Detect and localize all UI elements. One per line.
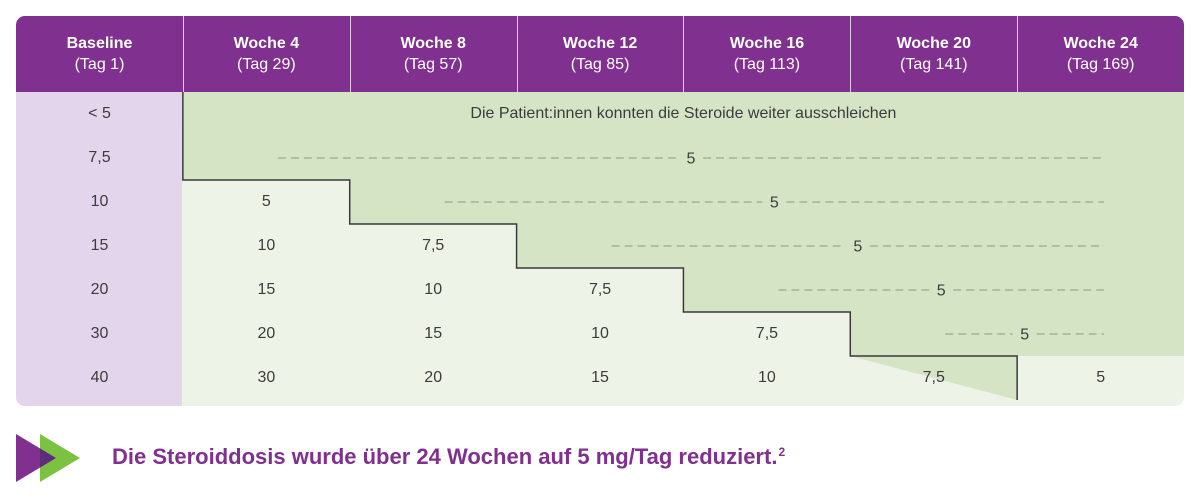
header-subtitle: (Tag 141) xyxy=(899,56,968,73)
maintenance-dose-label: 5 xyxy=(937,283,946,300)
header-divider xyxy=(850,16,851,92)
baseline-dose-cell: 30 xyxy=(90,325,109,342)
header-cell: Woche 16 (Tag 113) xyxy=(683,16,850,92)
dose-cell: 7,5 xyxy=(755,325,779,342)
summary-footer: Die Steroiddosis wurde über 24 Wochen au… xyxy=(16,432,1184,484)
baseline-column xyxy=(16,92,182,406)
maintenance-dose-label: 5 xyxy=(853,239,862,256)
header-cell: Woche 4 (Tag 29) xyxy=(183,16,350,92)
header-cell: Woche 24 (Tag 169) xyxy=(1017,16,1184,92)
header-divider xyxy=(1017,16,1018,92)
header-subtitle: (Tag 113) xyxy=(733,56,801,73)
summary-text-main: Die Steroiddosis wurde über 24 Wochen au… xyxy=(112,444,778,469)
dose-cell: 30 xyxy=(257,369,276,386)
dose-cell: 7,5 xyxy=(922,369,945,386)
maintenance-dose-label: 5 xyxy=(686,151,695,168)
header-subtitle: (Tag 29) xyxy=(236,56,296,73)
header-cell: Woche 20 (Tag 141) xyxy=(850,16,1017,92)
maintenance-dose-label: 5 xyxy=(770,195,779,212)
footnote-marker: 2 xyxy=(778,444,786,459)
maintenance-dose-label: 5 xyxy=(1020,327,1029,344)
header-title: Woche 8 xyxy=(400,35,466,52)
summary-text: Die Steroiddosis wurde über 24 Wochen au… xyxy=(112,444,785,470)
dose-cell: 10 xyxy=(591,325,609,342)
baseline-dose-cell: 20 xyxy=(90,281,109,298)
header-divider xyxy=(517,16,518,92)
dose-cell: 10 xyxy=(257,237,276,254)
header-title: Woche 24 xyxy=(1063,35,1138,52)
header-divider xyxy=(183,16,184,92)
dose-cell: 20 xyxy=(257,325,276,342)
header-cell: Woche 12 (Tag 85) xyxy=(517,16,684,92)
header-divider xyxy=(683,16,684,92)
baseline-dose-cell: 15 xyxy=(90,237,109,254)
baseline-dose-cell: < 5 xyxy=(88,105,111,122)
baseline-dose-cell: 7,5 xyxy=(88,149,111,166)
taper-note: Die Patient:innen konnten die Steroide w… xyxy=(470,105,897,122)
dose-cell: 5 xyxy=(1096,369,1106,386)
dose-cell: 15 xyxy=(591,369,609,386)
header-title: Woche 16 xyxy=(729,35,805,52)
header-title: Woche 4 xyxy=(233,35,300,52)
baseline-dose-cell: 10 xyxy=(90,193,109,210)
header-cell: Baseline (Tag 1) xyxy=(16,16,183,92)
header-title: Baseline xyxy=(66,35,133,52)
dose-cell: 5 xyxy=(261,193,271,210)
header-subtitle: (Tag 85) xyxy=(570,56,630,73)
dose-cell: 15 xyxy=(424,325,443,342)
taper-boundary-line xyxy=(182,92,1018,400)
dose-cell: 20 xyxy=(424,369,443,386)
header-divider xyxy=(350,16,351,92)
header-title: Woche 12 xyxy=(562,35,638,52)
table-header: Baseline (Tag 1) Woche 4 (Tag 29) Woche 8 (Ta… xyxy=(16,16,1184,92)
dose-cell: 15 xyxy=(257,281,276,298)
maintenance-area: 5 5 5 5 5 xyxy=(182,92,1184,400)
header-cell: Woche 8 (Tag 57) xyxy=(350,16,517,92)
header-subtitle: (Tag 1) xyxy=(74,56,125,73)
dose-cell: 10 xyxy=(758,369,776,386)
baseline-dose-cell: 40 xyxy=(90,369,109,386)
header-subtitle: (Tag 57) xyxy=(403,56,463,73)
header-title: Woche 20 xyxy=(896,35,971,52)
dose-cell: 7,5 xyxy=(588,281,612,298)
fast-forward-arrows-icon xyxy=(16,434,80,482)
header-subtitle: (Tag 169) xyxy=(1066,56,1135,73)
dose-cell: 7,5 xyxy=(422,237,445,254)
dose-cell: 10 xyxy=(424,281,443,298)
